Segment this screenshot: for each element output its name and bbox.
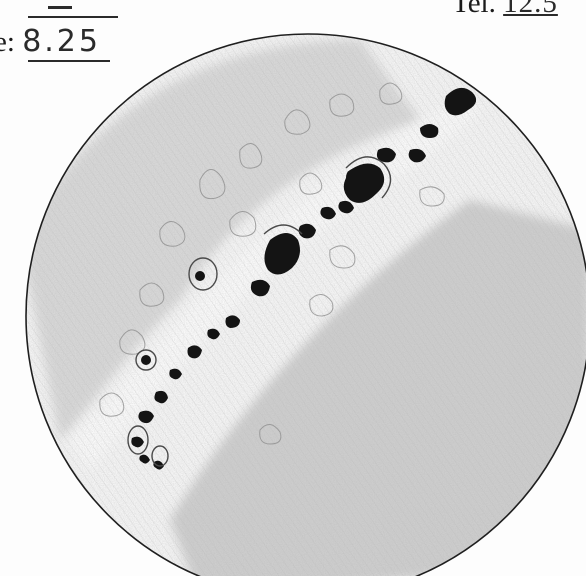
shadow-chain — [131, 87, 477, 470]
date-mark — [48, 6, 72, 9]
date-underline — [28, 60, 110, 62]
date-label: e: 8.25 — [0, 24, 101, 59]
telescope-label: Tel. 12.5 — [452, 0, 558, 20]
top-rule-left — [28, 16, 118, 18]
field-of-view-circle — [25, 33, 586, 576]
date-prefix: e: — [0, 26, 15, 58]
telescope-value: 12.5 — [503, 0, 558, 19]
crater-scribbles — [99, 82, 445, 445]
date-value: 8.25 — [22, 24, 101, 59]
crater-rims — [127, 156, 392, 467]
telescope-prefix: Tel. — [452, 0, 496, 19]
